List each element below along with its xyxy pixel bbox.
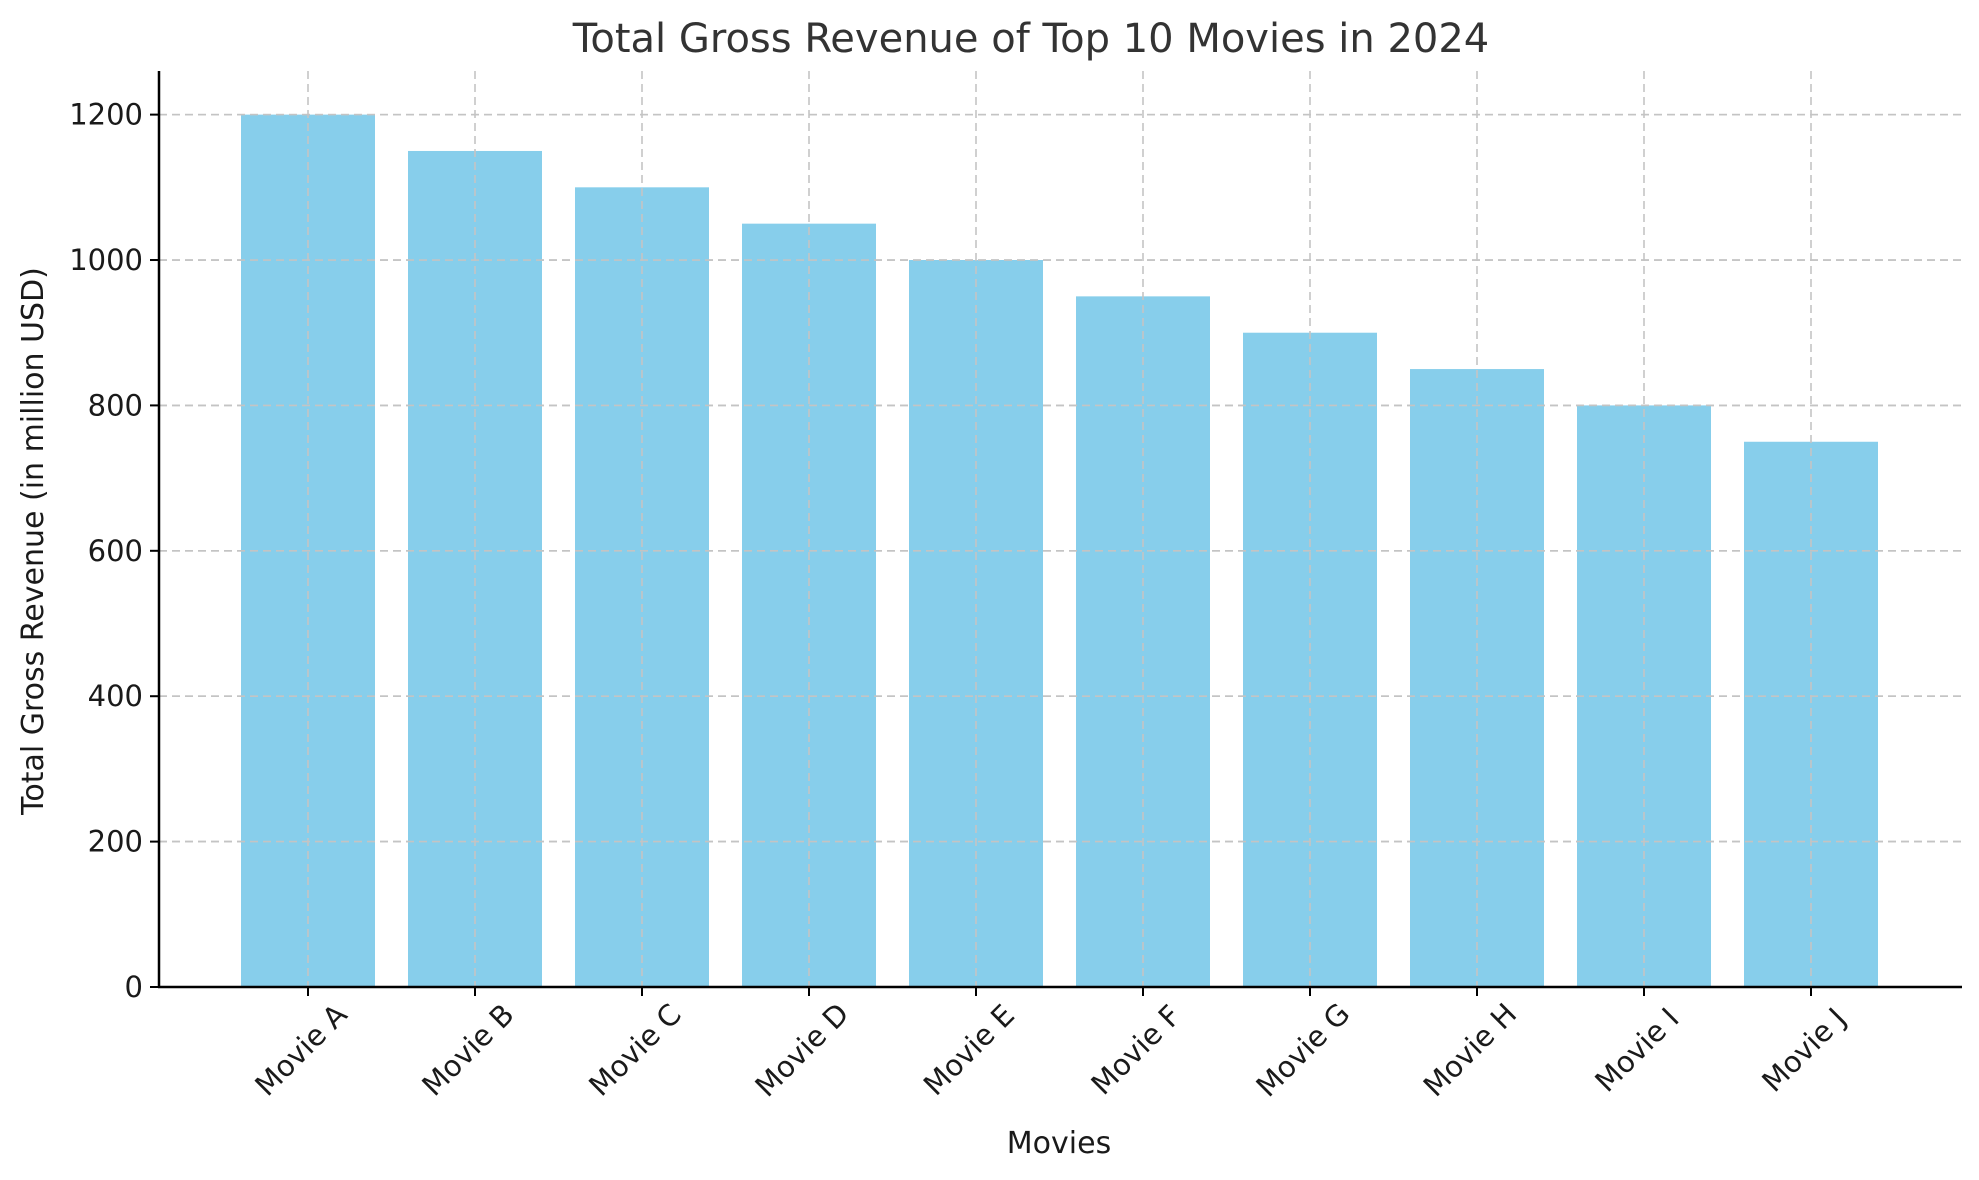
y-tick-label: 400 xyxy=(88,679,143,713)
y-tick-label: 800 xyxy=(88,388,143,422)
x-tick-label: Movie E xyxy=(917,998,1021,1102)
x-tick-label: Movie D xyxy=(748,996,855,1103)
y-tick-label: 600 xyxy=(88,534,143,568)
x-tick-label: Movie H xyxy=(1417,997,1524,1104)
x-tick-label: Movie I xyxy=(1588,1001,1685,1098)
chart-title: Total Gross Revenue of Top 10 Movies in … xyxy=(572,16,1489,62)
x-tick-label: Movie J xyxy=(1755,1001,1852,1098)
x-tick-label: Movie A xyxy=(248,997,353,1102)
grid-lines-overlay xyxy=(159,71,1962,987)
axes xyxy=(157,71,1962,989)
x-axis-label: Movies xyxy=(1007,1126,1111,1161)
x-tick-label: Movie G xyxy=(1249,996,1356,1103)
y-tick-label: 1000 xyxy=(69,243,143,277)
y-axis-label: Total Gross Revenue (in million USD) xyxy=(16,267,51,816)
y-axis-ticks: 0 200 400 600 800 1000 1200 xyxy=(69,98,159,1004)
x-tick-label: Movie C xyxy=(582,997,688,1103)
y-tick-label: 1200 xyxy=(69,98,143,132)
x-tick-label: Movie F xyxy=(1084,998,1187,1101)
x-axis-ticks: Movie A Movie B Movie C Movie D Movie E Movie… xyxy=(248,987,1853,1104)
y-tick-label: 0 xyxy=(125,970,143,1004)
x-tick-label: Movie B xyxy=(415,997,520,1102)
y-tick-label: 200 xyxy=(88,825,143,859)
